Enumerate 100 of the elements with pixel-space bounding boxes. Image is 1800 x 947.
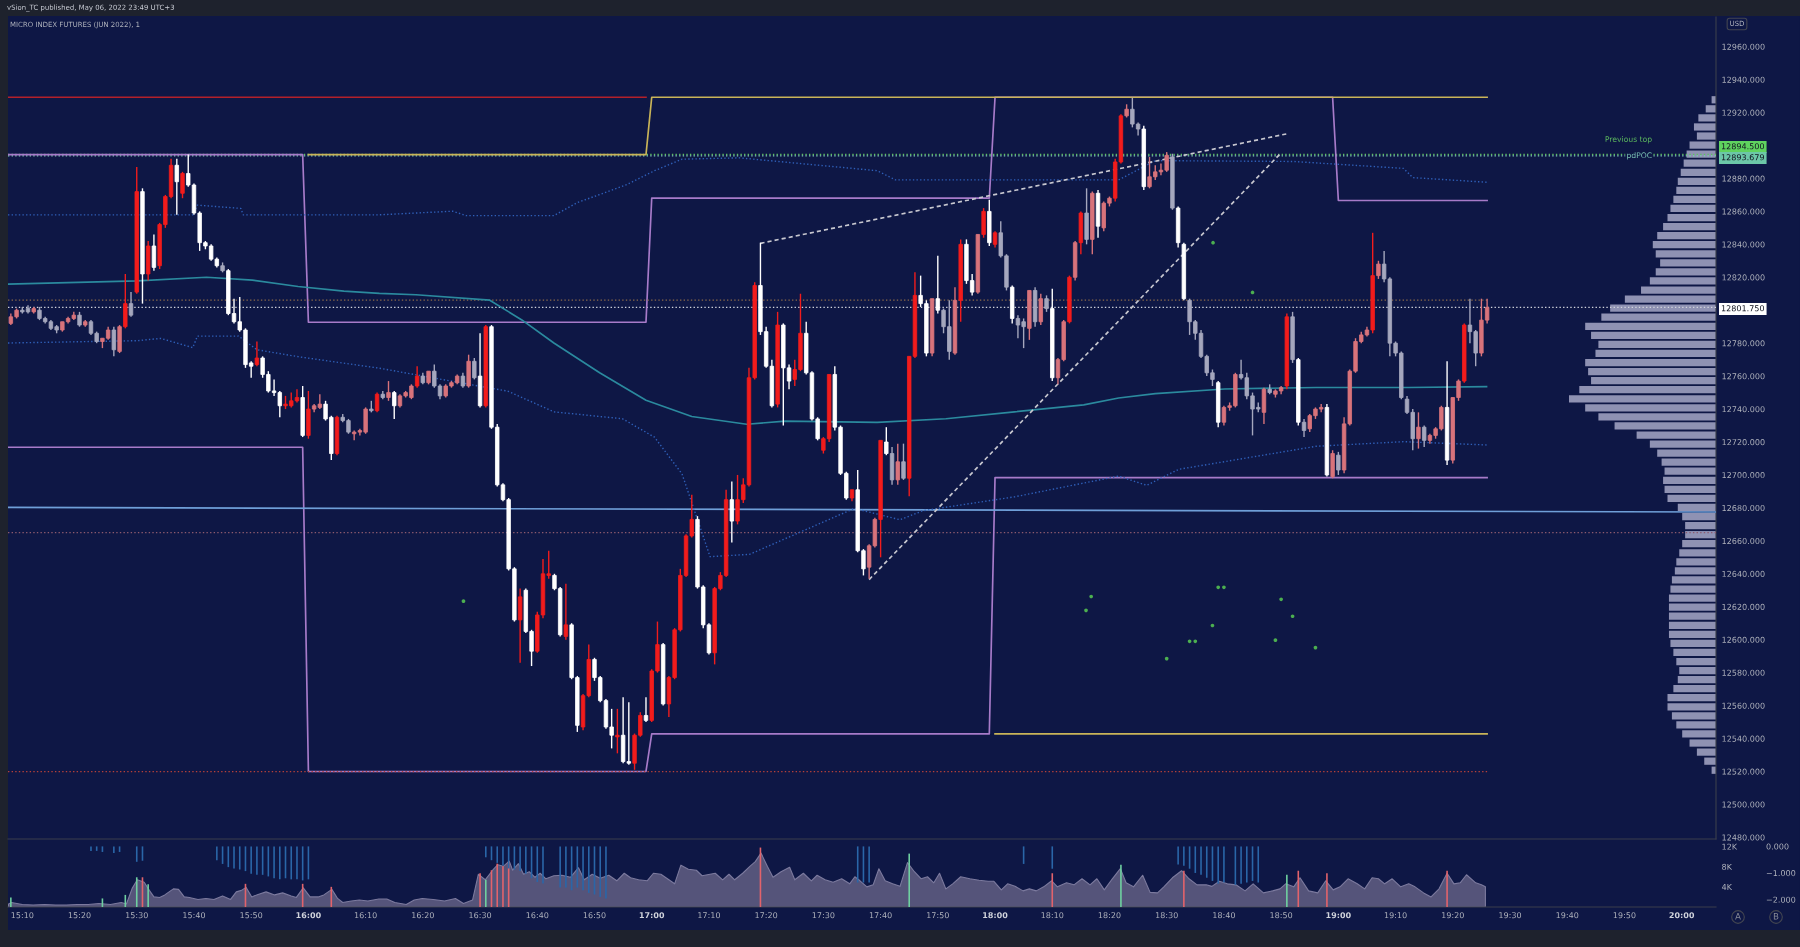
y-tick-label: 12640.000 <box>1722 570 1765 577</box>
x-tick-label: 16:40 <box>526 912 549 919</box>
bar <box>1670 639 1716 648</box>
y2-tick-label: −1.000 <box>1766 870 1796 877</box>
bar <box>1585 322 1716 330</box>
candlestick <box>111 325 117 358</box>
bar <box>1685 521 1716 530</box>
point <box>1193 639 1198 644</box>
x-tick-label: 17:30 <box>812 912 835 919</box>
candlestick <box>1261 386 1267 425</box>
x-tick-label: 17:40 <box>869 912 892 919</box>
x-tick-label: 18:40 <box>1213 912 1235 919</box>
text: A <box>1735 913 1741 920</box>
x-tick-label: 17:20 <box>755 912 778 919</box>
y-tick-label: 12780.000 <box>1722 340 1765 347</box>
point <box>1084 608 1088 613</box>
bar <box>1657 232 1716 240</box>
candlestick <box>935 255 940 315</box>
y-tick-label: 12620.000 <box>1722 603 1765 610</box>
candlestick <box>374 391 380 414</box>
y-tick-label: 12540.000 <box>1722 735 1765 742</box>
point <box>1290 614 1295 619</box>
bar <box>1663 222 1716 231</box>
bar <box>1682 540 1716 548</box>
y-tick-label: 12600.000 <box>1722 636 1765 643</box>
candlestick <box>884 426 889 456</box>
y2-tick-label: −2.000 <box>1766 896 1796 903</box>
bar <box>1667 213 1716 222</box>
bar <box>1683 159 1716 167</box>
y-tick-label: 12700.000 <box>1722 472 1765 479</box>
bar <box>1668 630 1716 638</box>
y-tick-label: 12520.000 <box>1722 768 1765 775</box>
candlestick <box>615 708 620 755</box>
candlestick <box>414 365 420 389</box>
bar <box>1668 621 1716 629</box>
bar <box>1655 250 1716 258</box>
bar <box>1664 467 1716 475</box>
point <box>1089 594 1093 599</box>
y-tick-label: 12860.000 <box>1722 208 1765 215</box>
y-tick-label: 12880.000 <box>1722 175 1765 182</box>
candlestick <box>180 171 185 199</box>
x-tick-label: 15:20 <box>68 912 91 919</box>
candlestick <box>981 207 986 239</box>
bar <box>1677 676 1716 684</box>
candlestick <box>1301 418 1307 438</box>
y-tick-label: 12940.000 <box>1722 76 1765 83</box>
x-tick-label: 16:10 <box>354 912 377 919</box>
bar <box>1667 703 1716 711</box>
bar <box>1682 512 1716 521</box>
bar <box>1670 204 1716 213</box>
bar <box>1673 648 1716 657</box>
y-tick-label: 12580.000 <box>1722 669 1765 676</box>
bar <box>1601 313 1716 321</box>
x-tick-label: 18:30 <box>1155 912 1178 919</box>
x-tick-label: 16:30 <box>469 912 492 919</box>
text: B <box>1773 913 1779 920</box>
bar <box>1588 367 1716 376</box>
candlestick <box>1330 449 1335 479</box>
candlestick <box>1416 411 1421 450</box>
point <box>1211 240 1215 245</box>
point <box>461 599 466 603</box>
bar <box>1677 177 1716 185</box>
x-tick-label: 18:10 <box>1041 912 1064 919</box>
candlestick <box>563 582 569 641</box>
y-tick-label: 12K <box>1722 843 1738 850</box>
bar <box>1680 168 1716 176</box>
x-tick-label: 16:00 <box>296 912 321 919</box>
bar <box>1598 340 1716 349</box>
x-tick-label: 15:10 <box>11 912 34 919</box>
candlestick <box>386 380 391 402</box>
x-tick-label: 17:10 <box>698 912 721 919</box>
bar <box>1668 603 1716 611</box>
y-tick-label: 12560.000 <box>1722 702 1765 709</box>
x-tick-label: 19:30 <box>1499 912 1522 919</box>
x-tick-label: 19:10 <box>1384 912 1407 919</box>
point <box>1216 585 1221 590</box>
candlestick <box>392 390 397 420</box>
candlestick <box>895 442 900 486</box>
bar <box>1610 304 1716 312</box>
x-tick-label: 17:00 <box>639 912 665 919</box>
y-tick-label: 12840.000 <box>1722 241 1765 248</box>
y-tick-label: 4K <box>1721 884 1733 890</box>
x-tick-label: 19:00 <box>1326 912 1351 919</box>
candlestick <box>151 233 157 272</box>
x-tick-label: 19:50 <box>1613 912 1636 919</box>
x-tick-label: 17:50 <box>927 912 949 919</box>
point <box>1187 639 1192 644</box>
y-tick-label: 12820.000 <box>1722 274 1765 281</box>
y-tick-label: 12760.000 <box>1722 373 1765 380</box>
bar <box>1595 349 1716 358</box>
candlestick <box>1336 451 1341 476</box>
bar <box>1671 712 1716 720</box>
x-tick-label: 20:00 <box>1669 912 1695 919</box>
candlestick <box>1421 424 1427 448</box>
bar <box>1673 685 1716 693</box>
bar <box>1676 186 1716 194</box>
candlestick <box>254 340 260 367</box>
candlestick <box>643 696 649 723</box>
bar <box>1585 358 1716 367</box>
text: 12893.679 <box>1721 154 1764 161</box>
